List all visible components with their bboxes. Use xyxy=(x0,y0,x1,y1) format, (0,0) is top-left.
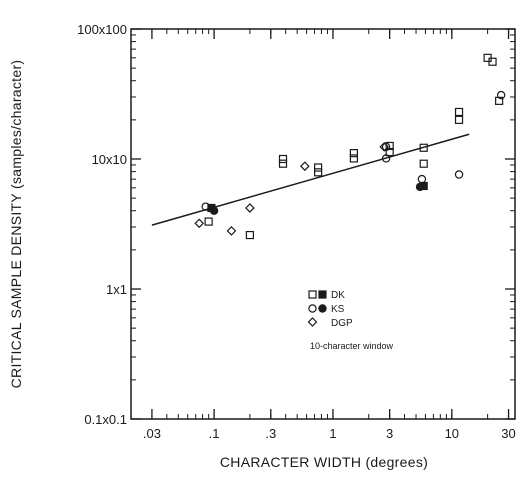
data-point-dk-square xyxy=(245,230,254,240)
data-point-dk-square xyxy=(454,115,464,124)
legend-marker-dgp xyxy=(307,317,318,327)
data-point-dgp-diamond xyxy=(245,203,255,213)
data-point-dk-square xyxy=(349,149,358,158)
x-tick-label: .3 xyxy=(265,426,276,441)
data-point-dk-square xyxy=(349,154,358,163)
legend: DK KS DGP xyxy=(307,290,353,329)
tick-labels: .03 .1 .3 1 3 10 30 0.1x0.1 1x1 10x10 100x100 xyxy=(77,22,516,441)
data-point-ks-circle xyxy=(381,154,391,163)
x-tick-label: 3 xyxy=(386,426,393,441)
y-tick-label: 100x100 xyxy=(77,22,127,37)
legend-marker-dk-open xyxy=(308,290,317,299)
x-tick-label: .1 xyxy=(209,426,220,441)
y-tick-label: 10x10 xyxy=(92,152,127,167)
data-point-dk-square xyxy=(495,96,504,105)
data-point-ks-circle xyxy=(454,170,464,179)
plot-frame xyxy=(130,28,516,420)
minor-ticks xyxy=(131,29,515,419)
data-point-dk-square xyxy=(314,168,323,177)
legend-label-dgp: DGP xyxy=(331,318,353,329)
legend-marker-dk-filled xyxy=(318,290,327,299)
data-point-dk-square xyxy=(419,159,428,168)
data-point-ks-circle-filled xyxy=(415,182,425,192)
window-annotation: 10-character window xyxy=(310,341,394,351)
data-point-dgp-diamond xyxy=(379,142,390,152)
data-point-dgp-diamond xyxy=(194,218,205,229)
x-tick-label: 1 xyxy=(329,426,336,441)
data-point-dgp-diamond xyxy=(226,226,237,236)
data-point-ks-circle-filled xyxy=(209,206,219,215)
data-point-ks-circle xyxy=(381,142,391,152)
data-point-dk-square xyxy=(419,143,428,152)
data-point-dgp-diamond xyxy=(299,161,310,172)
legend-label-dk: DK xyxy=(331,290,345,301)
major-ticks xyxy=(131,28,515,420)
regression-line xyxy=(151,133,470,226)
x-axis-label: CHARACTER WIDTH (degrees) xyxy=(220,454,428,470)
data-point-dk-square xyxy=(454,107,464,117)
data-points xyxy=(194,53,506,240)
data-point-ks-circle xyxy=(496,90,506,100)
legend-marker-ks-filled xyxy=(318,304,327,313)
x-tick-label: 10 xyxy=(445,426,459,441)
legend-marker-ks-open xyxy=(308,304,317,313)
data-point-ks-circle xyxy=(201,202,210,211)
data-point-dk-square xyxy=(204,217,213,226)
y-tick-label: 1x1 xyxy=(106,282,127,297)
data-point-dk-square xyxy=(278,154,288,164)
x-tick-label: .03 xyxy=(143,426,161,441)
data-point-dk-square xyxy=(314,163,323,172)
legend-label-ks: KS xyxy=(331,304,345,315)
regression-line-group xyxy=(151,133,470,226)
data-point-ks-circle xyxy=(417,174,427,184)
data-point-dk-square xyxy=(278,159,288,168)
y-tick-label: 0.1x0.1 xyxy=(84,412,127,427)
data-point-dk-square xyxy=(488,57,497,66)
y-axis-label: CRITICAL SAMPLE DENSITY (samples/charact… xyxy=(8,60,24,389)
x-tick-label: 30 xyxy=(501,426,515,441)
data-point-dk-square xyxy=(385,141,394,151)
